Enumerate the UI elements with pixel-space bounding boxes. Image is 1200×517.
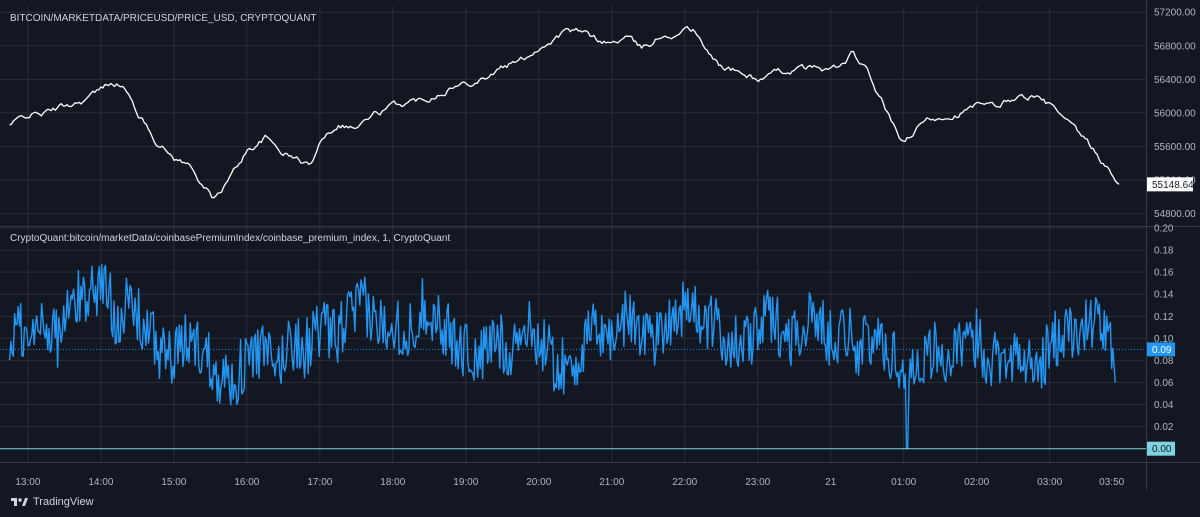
premium-last-value-badge xyxy=(1147,342,1175,357)
time-tick-label: 01:00 xyxy=(891,477,916,488)
tradingview-branding[interactable]: TradingView xyxy=(10,496,94,508)
price-last-value-text: 55148.64 xyxy=(1152,180,1194,191)
price-tick-label: 55600.00 xyxy=(1154,142,1196,153)
premium-y-axis: 0.02 0.04 0.06 0.08 0.10 0.12 0.14 0.16 0.18 0.20 xyxy=(1154,224,1174,434)
time-tick-label: 19:00 xyxy=(453,477,478,488)
time-tick-label: 03:50 xyxy=(1099,477,1124,488)
price-tick-label: 56400.00 xyxy=(1154,75,1196,86)
premium-last-value-text: 0.09 xyxy=(1152,345,1172,356)
premium-tick-label: 0.02 xyxy=(1154,422,1174,433)
time-tick-label: 21 xyxy=(825,477,837,488)
time-tick-label: 14:00 xyxy=(88,477,113,488)
tradingview-label: TradingView xyxy=(33,496,94,508)
time-tick-label: 21:00 xyxy=(599,477,624,488)
price-series-line xyxy=(9,25,1120,199)
premium-pane: CryptoQuant:bitcoin/marketData/coinbaseP… xyxy=(0,233,1146,450)
premium-pane-title: CryptoQuant:bitcoin/marketData/coinbaseP… xyxy=(10,233,450,244)
premium-tick-label: 0.12 xyxy=(1154,312,1174,323)
price-tick-label: 56000.00 xyxy=(1154,108,1196,119)
zero-value-badge xyxy=(1147,441,1175,456)
time-tick-label: 16:00 xyxy=(234,477,259,488)
time-tick-label: 18:00 xyxy=(380,477,405,488)
premium-tick-label: 0.18 xyxy=(1154,246,1174,257)
time-tick-label: 03:00 xyxy=(1037,477,1062,488)
tradingview-logo-icon xyxy=(11,498,28,506)
time-tick-label: 20:00 xyxy=(526,477,551,488)
premium-tick-label: 0.08 xyxy=(1154,356,1174,367)
time-tick-label: 17:00 xyxy=(307,477,332,488)
premium-tick-label: 0.06 xyxy=(1154,378,1174,389)
time-x-axis: 13:00 14:00 15:00 16:00 17:00 18:00 19:00 20:00… xyxy=(15,477,1124,488)
price-pane-title: BITCOIN/MARKETDATA/PRICEUSD/PRICE_USD, C… xyxy=(10,13,317,24)
price-tick-label: 56800.00 xyxy=(1154,41,1196,52)
time-tick-label: 22:00 xyxy=(672,477,697,488)
premium-tick-label: 0.20 xyxy=(1154,224,1174,235)
time-tick-label: 02:00 xyxy=(964,477,989,488)
price-tick-label: 57200.00 xyxy=(1154,8,1196,19)
time-tick-label: 23:00 xyxy=(745,477,770,488)
price-last-value-badge xyxy=(1147,177,1193,192)
premium-series-line xyxy=(8,263,1116,450)
premium-tick-label: 0.16 xyxy=(1154,268,1174,279)
price-pane: BITCOIN/MARKETDATA/PRICEUSD/PRICE_USD, C… xyxy=(9,13,1120,199)
premium-tick-label: 0.10 xyxy=(1154,334,1174,345)
last-value-badges: 55148.64 0.09 0.00 xyxy=(1147,177,1194,456)
zero-value-text: 0.00 xyxy=(1152,444,1172,455)
time-tick-label: 15:00 xyxy=(161,477,186,488)
time-tick-label: 13:00 xyxy=(15,477,40,488)
premium-tick-label: 0.04 xyxy=(1154,400,1174,411)
price-tick-label: 54800.00 xyxy=(1154,209,1196,220)
premium-tick-label: 0.14 xyxy=(1154,290,1174,301)
